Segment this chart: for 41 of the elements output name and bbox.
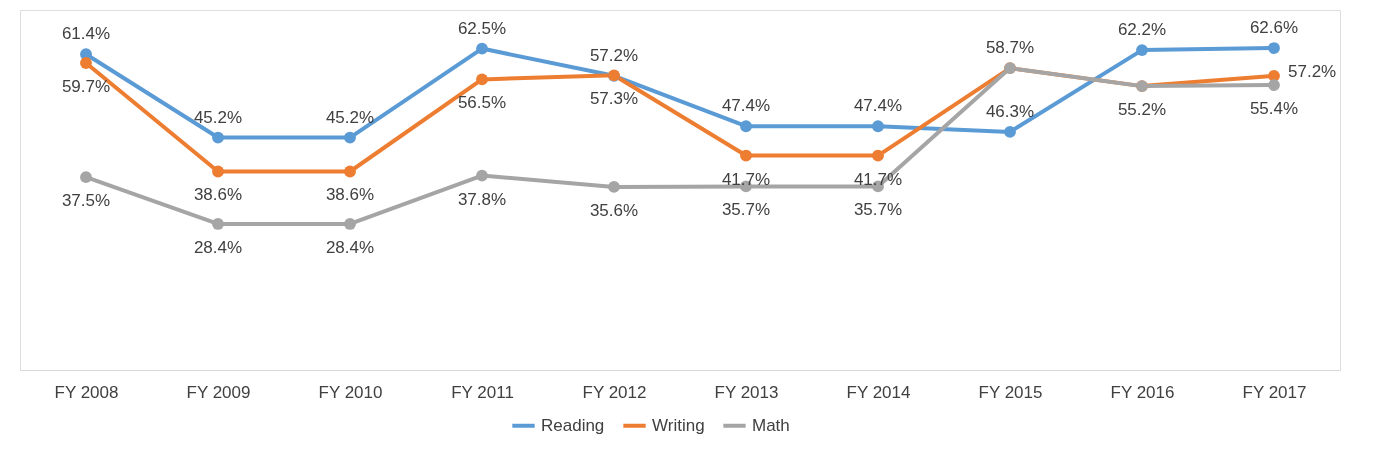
x-tick-label: FY 2011 <box>451 382 514 402</box>
legend-label: Writing <box>652 415 705 435</box>
data-label: 37.8% <box>457 189 507 209</box>
x-tick-label: FY 2014 <box>846 382 911 402</box>
data-label: 62.2% <box>1117 20 1167 40</box>
x-tick-label: FY 2008 <box>54 382 119 402</box>
data-label: 38.6% <box>193 185 243 205</box>
data-label: 35.7% <box>853 200 903 220</box>
legend-label: Math <box>752 415 790 435</box>
data-label: 45.2% <box>325 107 375 127</box>
data-label: 62.6% <box>1249 18 1299 38</box>
data-label: 56.5% <box>457 93 507 113</box>
data-label: 47.4% <box>853 96 903 116</box>
data-label: 28.4% <box>325 237 375 257</box>
x-tick-label: FY 2017 <box>1242 382 1307 402</box>
data-label: 57.3% <box>589 89 639 109</box>
data-label: 35.7% <box>721 200 771 220</box>
data-label: 28.4% <box>193 237 243 257</box>
x-tick-label: FY 2015 <box>978 382 1043 402</box>
x-tick-label: FY 2016 <box>1110 382 1175 402</box>
data-label: 58.7% <box>985 38 1035 58</box>
data-label: 55.4% <box>1249 99 1299 119</box>
x-tick-label: FY 2009 <box>186 382 251 402</box>
data-label: 38.6% <box>325 185 375 205</box>
legend-label: Reading <box>541 415 605 435</box>
data-label: 57.2% <box>589 45 639 65</box>
x-tick-label: FY 2013 <box>714 382 779 402</box>
data-label: 47.4% <box>721 96 771 116</box>
data-label: 37.5% <box>61 191 111 211</box>
data-label: 55.2% <box>1117 100 1167 120</box>
data-label: 45.2% <box>193 107 243 127</box>
data-label: 46.3% <box>985 101 1035 121</box>
x-tick-label: FY 2012 <box>582 382 647 402</box>
x-tick-label: FY 2010 <box>318 382 383 402</box>
data-label: 41.7% <box>853 169 903 189</box>
data-label: 57.2% <box>1288 61 1337 81</box>
data-label: 61.4% <box>61 24 111 44</box>
data-label: 62.5% <box>457 18 507 38</box>
data-label: 59.7% <box>61 76 111 96</box>
data-label: 41.7% <box>721 169 771 189</box>
data-label: 35.6% <box>589 200 639 220</box>
